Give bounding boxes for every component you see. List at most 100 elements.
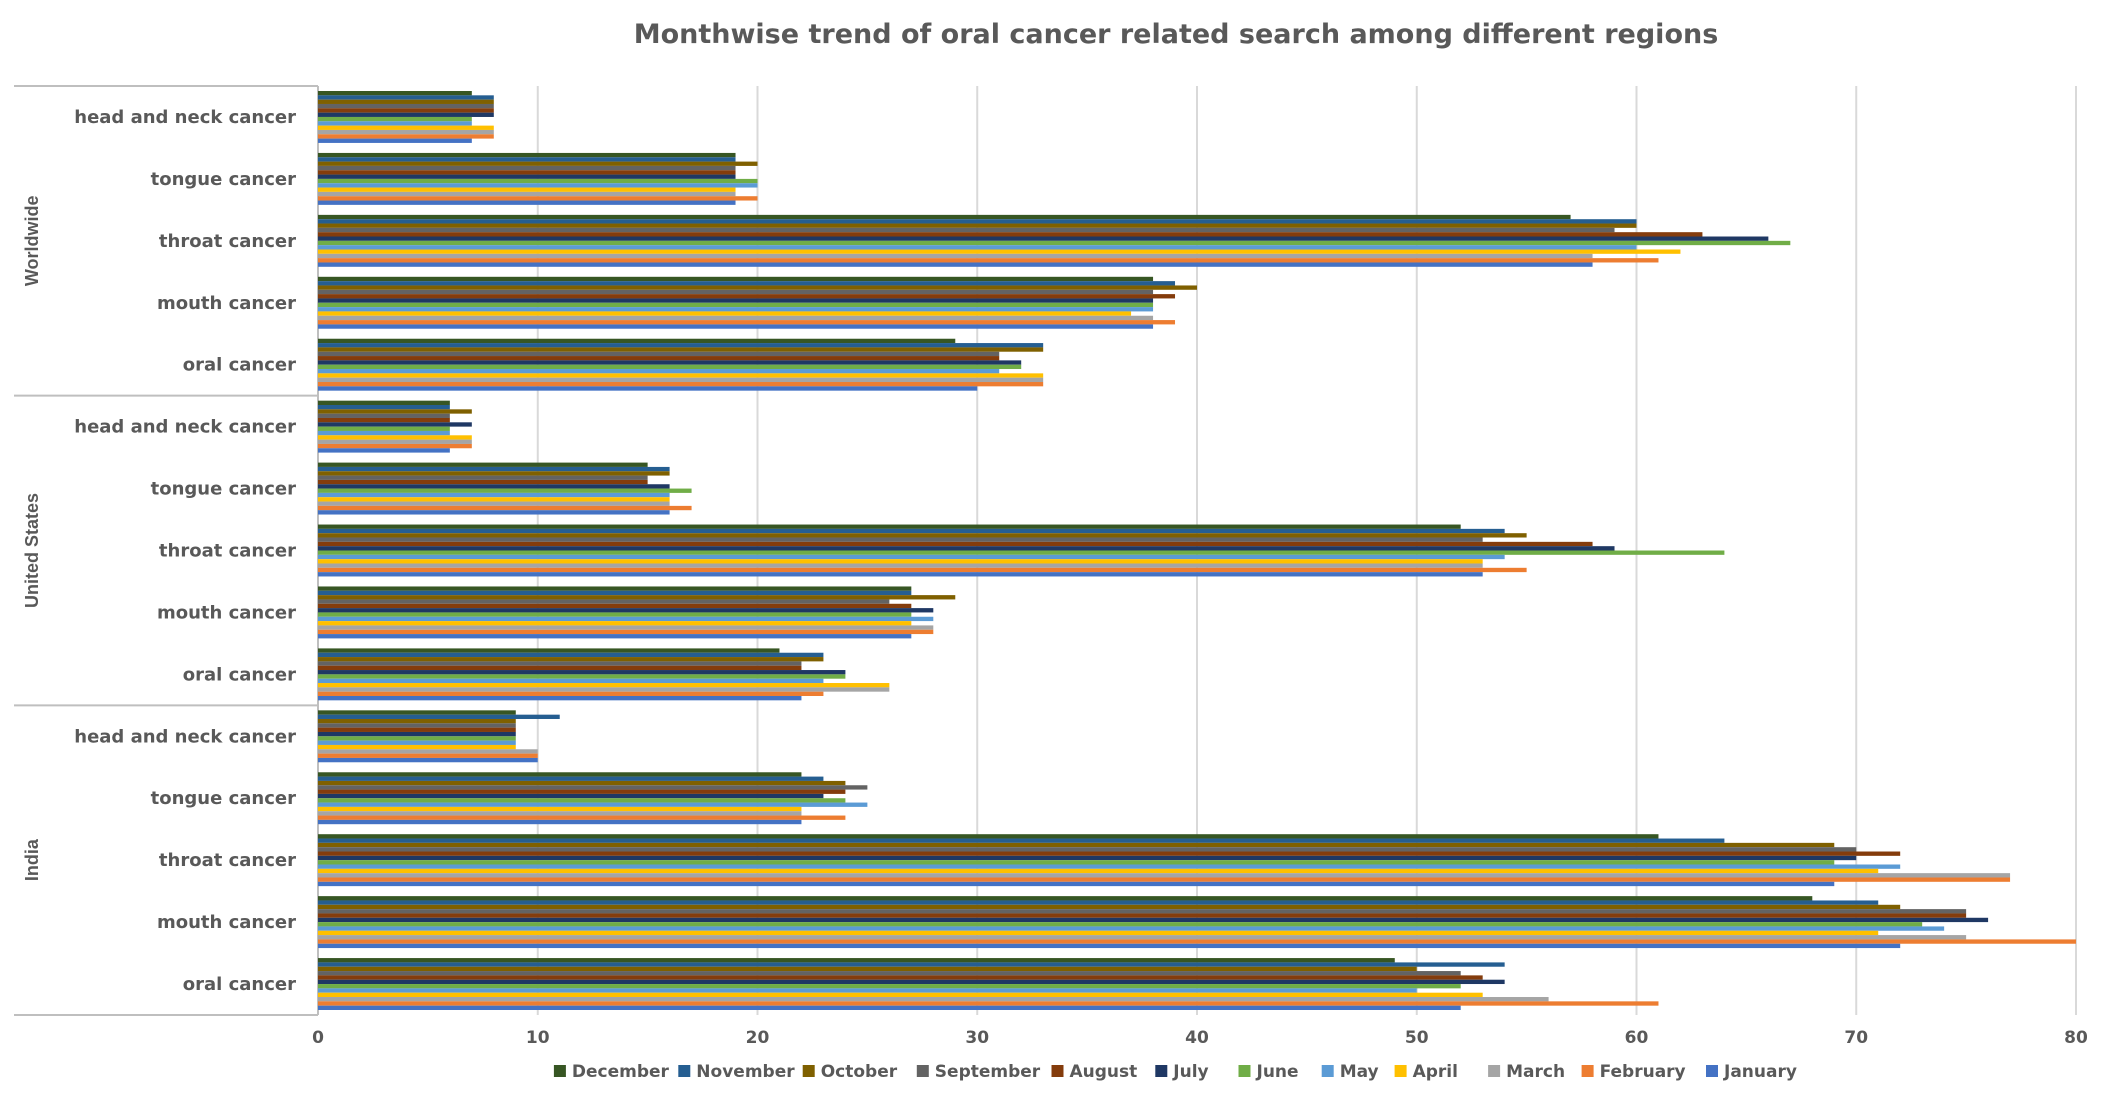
bar-united-states-tongue-cancer-march: [318, 501, 670, 506]
bar-india-throat-cancer-march: [318, 873, 2011, 878]
bar-united-states-mouth-cancer-december: [318, 586, 912, 591]
bar-india-head-and-neck-cancer-september: [318, 723, 516, 728]
legend-label-august: August: [1070, 1062, 1138, 1082]
bar-united-states-mouth-cancer-july: [318, 608, 934, 613]
bar-worldwide-throat-cancer-september: [318, 227, 1615, 233]
legend-swatch-november: [678, 1065, 691, 1077]
category-label-india-mouth-cancer: mouth cancer: [157, 912, 296, 933]
legend-swatch-december: [553, 1065, 566, 1077]
bar-worldwide-oral-cancer-january: [318, 386, 978, 391]
bar-united-states-oral-cancer-march: [318, 687, 890, 692]
bar-united-states-throat-cancer-august: [318, 541, 1593, 547]
bar-india-head-and-neck-cancer-january: [318, 757, 538, 763]
bar-worldwide-oral-cancer-may: [318, 369, 1000, 374]
bar-worldwide-oral-cancer-september: [318, 351, 1000, 357]
bar-india-tongue-cancer-february: [318, 815, 846, 820]
bar-united-states-tongue-cancer-september: [318, 475, 648, 480]
bar-united-states-oral-cancer-november: [318, 652, 824, 658]
legend-label-january: January: [1723, 1062, 1797, 1082]
legend-label-may: May: [1340, 1062, 1379, 1082]
category-label-worldwide-head-and-neck-cancer: head and neck cancer: [74, 107, 296, 128]
bar-india-oral-cancer-june: [318, 984, 1461, 989]
bar-india-throat-cancer-april: [318, 868, 1879, 874]
bar-worldwide-tongue-cancer-january: [318, 200, 736, 205]
bar-india-mouth-cancer-november: [318, 900, 1879, 905]
category-label-united-states-throat-cancer: throat cancer: [159, 541, 296, 562]
bar-india-oral-cancer-october: [318, 966, 1417, 972]
bar-united-states-mouth-cancer-october: [318, 595, 956, 600]
bar-india-tongue-cancer-march: [318, 811, 802, 816]
bar-worldwide-head-and-neck-cancer-may: [318, 121, 472, 126]
category-labels: Worldwide head and neck cancer tongue canc…: [22, 107, 296, 995]
bar-united-states-throat-cancer-february: [318, 567, 1527, 573]
region-label-worldwide: Worldwide: [22, 195, 42, 286]
bar-united-states-oral-cancer-october: [318, 657, 824, 662]
bar-india-mouth-cancer-may: [318, 926, 1945, 931]
bar-india-mouth-cancer-march: [318, 935, 1967, 940]
bar-united-states-head-and-neck-cancer-july: [318, 422, 472, 427]
bar-united-states-oral-cancer-december: [318, 648, 780, 653]
region-label-india: India: [22, 838, 42, 881]
category-label-worldwide-throat-cancer: throat cancer: [159, 231, 296, 252]
bar-united-states-head-and-neck-cancer-january: [318, 448, 450, 453]
bar-worldwide-head-and-neck-cancer-october: [318, 99, 494, 104]
bar-united-states-tongue-cancer-april: [318, 497, 670, 502]
bar-worldwide-throat-cancer-august: [318, 232, 1703, 237]
bar-united-states-head-and-neck-cancer-december: [318, 400, 450, 405]
bar-united-states-oral-cancer-june: [318, 674, 846, 679]
bar-worldwide-tongue-cancer-may: [318, 183, 758, 188]
bar-worldwide-throat-cancer-june: [318, 240, 1791, 246]
category-label-india-oral-cancer: oral cancer: [183, 974, 296, 995]
x-tick-label-50: 50: [1405, 1028, 1429, 1048]
bar-united-states-tongue-cancer-may: [318, 492, 670, 498]
bar-united-states-throat-cancer-june: [318, 550, 1725, 555]
bar-india-oral-cancer-may: [318, 988, 1417, 993]
bar-india-oral-cancer-march: [318, 997, 1549, 1002]
bar-india-head-and-neck-cancer-may: [318, 740, 516, 745]
bar-united-states-tongue-cancer-february: [318, 505, 692, 511]
bar-worldwide-head-and-neck-cancer-june: [318, 116, 472, 122]
legend-swatch-june: [1238, 1065, 1251, 1077]
bar-worldwide-tongue-cancer-june: [318, 178, 758, 184]
bar-worldwide-mouth-cancer-september: [318, 289, 1154, 295]
bar-india-throat-cancer-january: [318, 881, 1835, 887]
bar-worldwide-head-and-neck-cancer-august: [318, 108, 494, 113]
bar-worldwide-mouth-cancer-june: [318, 302, 1154, 308]
bar-united-states-throat-cancer-september: [318, 537, 1483, 542]
bar-united-states-throat-cancer-january: [318, 572, 1483, 577]
legend-label-june: June: [1256, 1062, 1299, 1082]
bar-india-throat-cancer-november: [318, 838, 1725, 843]
bar-united-states-throat-cancer-november: [318, 528, 1505, 534]
bar-united-states-mouth-cancer-june: [318, 612, 912, 617]
bar-india-tongue-cancer-september: [318, 785, 868, 790]
bar-united-states-mouth-cancer-january: [318, 634, 912, 639]
bar-worldwide-tongue-cancer-october: [318, 161, 758, 166]
bar-united-states-mouth-cancer-march: [318, 625, 934, 630]
bar-worldwide-throat-cancer-february: [318, 258, 1659, 263]
bar-worldwide-tongue-cancer-march: [318, 191, 736, 197]
bar-worldwide-mouth-cancer-august: [318, 294, 1176, 299]
bar-india-oral-cancer-july: [318, 979, 1505, 985]
legend[interactable]: December November October September August Ju…: [553, 1062, 1797, 1082]
bar-united-states-throat-cancer-march: [318, 563, 1483, 568]
x-axis-ticks: 0 10 20 30 40 50 60 70 80: [312, 1028, 2088, 1048]
bar-worldwide-mouth-cancer-october: [318, 285, 1197, 290]
bar-worldwide-throat-cancer-november: [318, 219, 1637, 224]
bar-india-throat-cancer-december: [318, 834, 1659, 839]
bar-worldwide-throat-cancer-march: [318, 253, 1593, 259]
bar-united-states-head-and-neck-cancer-october: [318, 409, 472, 414]
bar-united-states-tongue-cancer-august: [318, 479, 648, 485]
bar-india-tongue-cancer-october: [318, 780, 846, 786]
legend-swatch-may: [1321, 1065, 1334, 1077]
bar-worldwide-oral-cancer-october: [318, 347, 1044, 352]
bar-united-states-throat-cancer-may: [318, 554, 1505, 560]
bar-united-states-oral-cancer-may: [318, 678, 824, 684]
bar-india-throat-cancer-june: [318, 860, 1835, 865]
bar-india-oral-cancer-september: [318, 971, 1461, 976]
bar-united-states-oral-cancer-january: [318, 696, 802, 701]
bar-united-states-mouth-cancer-august: [318, 603, 912, 609]
bar-india-mouth-cancer-october: [318, 904, 1901, 910]
category-label-worldwide-tongue-cancer: tongue cancer: [151, 169, 296, 190]
bar-india-head-and-neck-cancer-november: [318, 714, 560, 719]
bar-india-throat-cancer-may: [318, 864, 1901, 869]
